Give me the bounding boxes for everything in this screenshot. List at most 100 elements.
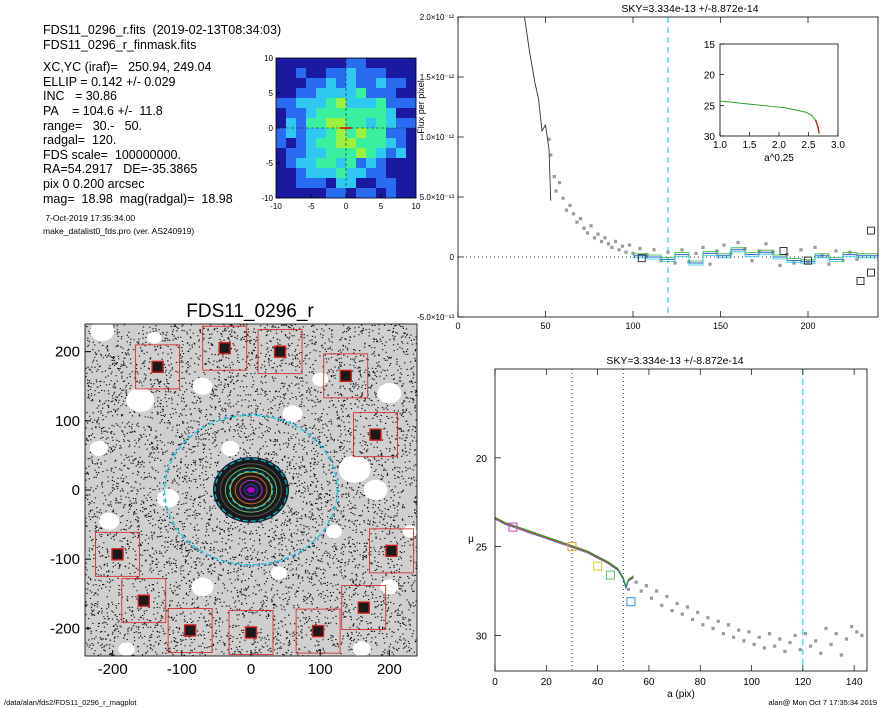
source-marker [273,345,287,358]
heatmap-cell [386,78,397,89]
heatmap-cell [396,148,407,159]
heatmap-cell [346,78,357,89]
mu-x-tick-label: 140 [846,677,863,688]
flux-profile-chart: SKY=3.334e-13 +/-8.872e-14 0 50 100 150 2002… [416,3,879,331]
heatmap-cell [366,58,377,69]
heatmap-cell [376,68,387,79]
flux-plot-area [458,17,878,317]
image-title: FDS11_0296_r [186,301,314,322]
fit-ellipse-cyan [228,470,274,510]
image-y-tick-label: 200 [55,344,80,361]
footer-path: /data/alan/fds2/FDS11_0296_r_magplot [4,698,137,707]
heatmap-chart: -10 -5 0 5 10 10 5 0 -5 -10 [261,54,421,211]
info-lines: XC,YC (iraf)= 250.94, 249.04 ELLIP = 0.14… [43,60,273,206]
heatmap-cell [406,118,417,129]
heatmap-cell [296,78,307,89]
flux-y-tick-label: 2.0×10⁻¹² [420,13,455,22]
flux-point [750,259,754,263]
heatmap-cell [316,98,327,109]
heatmap-cell [286,68,297,79]
info-line-9: mag= 18.98 mag(radgal)= 18.98 [43,191,233,206]
heatmap-cell [386,88,397,99]
mask-hole [191,577,214,597]
image-x-tick-label: -200 [98,661,128,678]
heatmap-x-tick-label: -10 [270,202,282,211]
source-mask-box [202,325,248,371]
heatmap-cell [306,158,317,169]
mu-point [808,644,813,648]
heatmap-cell [406,158,417,169]
heatmap-cell [316,128,327,139]
flux-point [557,181,562,185]
mu-point [644,584,648,588]
flux-point [799,248,803,252]
heatmap-cell [336,168,347,179]
mu-point [829,642,833,646]
heatmap-cell [276,108,287,119]
heatmap-cell [396,68,407,79]
mu-x-tick-label: 80 [695,677,707,688]
mu-plot: 0 20 40 60 80 100 120 140 20 25 30 a (pix) μ [468,368,868,700]
heatmap-cell [406,68,417,79]
flux-point [571,212,576,216]
image-y-tick-label: -100 [50,551,80,568]
flux-box-marker [637,254,646,263]
heatmap-cell [306,98,317,109]
heatmap-y-tick-label: -5 [266,159,274,168]
heatmap-cell [346,168,357,179]
heatmap-cell [386,128,397,139]
mu-point [855,630,859,634]
heatmap-cell [326,78,337,89]
heatmap-cell [316,118,327,129]
mu-point [737,628,741,632]
inset-x-tick-label: 2.0 [772,140,786,151]
heatmap-cell [286,108,297,119]
fit-ellipse-cyan [214,458,288,522]
heatmap-cell [406,108,417,119]
heatmap-cell [336,78,347,89]
mu-profile-green [495,516,634,589]
mu-point [803,632,808,636]
fit-ellipse-blue [227,469,275,511]
flux-point [855,257,859,261]
isophote-contour [224,467,278,513]
heatmap-cell [286,158,297,169]
heatmap-cell [276,98,287,109]
mu-point [675,601,679,606]
heatmap-cell [296,168,307,179]
inset-y-tick-label: 30 [704,132,716,143]
heatmap-cell [376,148,387,159]
source-mask-box [295,608,341,654]
flux-point [606,242,611,246]
flux-point [631,251,635,255]
mu-point [726,623,731,627]
mu-point [716,619,720,623]
heatmap-cell [396,178,407,189]
galaxy-image-axes: -200 -100 0 100 200 200 100 0 -100 -200 [50,323,418,678]
heatmap-cell [296,108,307,119]
mu-point [834,632,838,636]
heatmap-cell [306,118,317,129]
heatmap-axes: -10 -5 0 5 10 10 5 0 -5 -10 [261,54,421,211]
heatmap-cell [296,98,307,109]
footer-timestamp: alan@ Mon Oct 7 17:35:34 2019 [768,698,877,707]
mask-hole [403,525,417,538]
flux-point [708,262,712,266]
flux-point [585,231,590,235]
flux-x-tick-label: 100 [625,321,640,331]
mu-point [767,632,772,636]
source-marker [151,360,164,374]
inset-x-axis-label: a^0.25 [764,153,794,164]
mu-x-tick-label: 120 [795,677,812,688]
heatmap-cell [356,78,367,89]
mask-hole [157,488,179,508]
heatmap-cell [296,118,307,129]
heatmap-cell [326,68,337,79]
heatmap-cell [336,68,347,79]
heatmap-cell [306,128,317,139]
mu-point [649,596,654,600]
flux-box-marker [867,268,875,277]
flux-point [582,226,586,230]
heatmap-cell [396,128,407,139]
mask-hole [89,440,108,457]
